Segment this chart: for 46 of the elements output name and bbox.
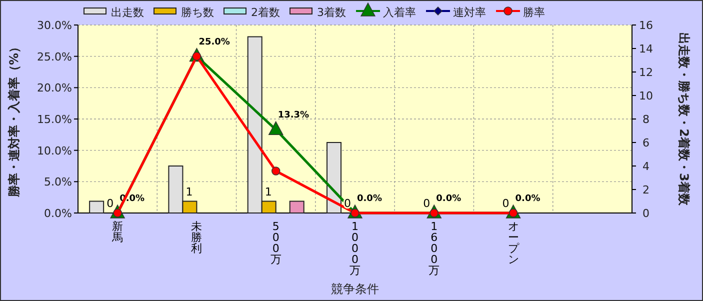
data-label: 1: [264, 185, 272, 198]
y2-tick-label: 14: [639, 42, 653, 56]
legend-label: 2着数: [251, 6, 280, 19]
y2-tick-label: 10: [639, 90, 653, 102]
y-tick-label: 5.0%: [44, 176, 72, 189]
legend-label: 勝率: [523, 6, 545, 19]
y-tick-label: 20.0%: [37, 82, 72, 95]
bar: [89, 200, 104, 214]
point: [268, 121, 284, 136]
y2-axis-title: 出走数・勝ち数・2着数・3着数: [677, 32, 691, 206]
y-tick-label: 15.0%: [37, 113, 72, 126]
y-tick-label: 10.0%: [37, 144, 72, 158]
data-label: 0.0%: [357, 194, 382, 204]
legend-label: 3着数: [317, 6, 346, 19]
legend-label: 連対率: [453, 6, 486, 19]
data-label: 1: [186, 185, 193, 198]
x-tick-label: 500万: [270, 220, 282, 266]
legend-label: 入着率: [383, 6, 416, 19]
data-label: 0.0%: [436, 194, 462, 204]
data-label: 0: [423, 197, 430, 210]
data-label: 25.0%: [198, 37, 230, 48]
y-tick-label: 30.0%: [37, 19, 72, 32]
x-tick-label: 未勝利: [191, 220, 202, 255]
legend-label: 出走数: [111, 6, 144, 19]
x-tick-label: オープン: [508, 220, 520, 266]
point: [272, 166, 280, 176]
y2-tick-label: 0: [642, 207, 650, 220]
y-tick-label: 0.0%: [44, 207, 72, 220]
y2-tick-label: 8: [642, 113, 650, 126]
data-label: 0: [502, 197, 510, 210]
y2-tick-label: 12: [639, 66, 653, 79]
data-label: 0.0%: [515, 194, 540, 204]
x-tick-label: 1000万: [350, 220, 360, 277]
y2-tick-label: 6: [642, 136, 650, 150]
y2-tick-label: 4: [642, 160, 650, 173]
y2-tick-label: 2: [642, 184, 650, 196]
x-tick-label: 新馬: [111, 220, 124, 244]
x-tick-label: 1600万: [428, 220, 440, 277]
data-label: 0: [106, 197, 114, 210]
data-label: 13.3%: [278, 110, 310, 121]
y-axis-title: 勝率・連対率・入着率（%）: [7, 40, 21, 198]
x-axis-title: 競争条件: [331, 282, 379, 296]
y2-tick-label: 16: [639, 19, 653, 32]
bar: [326, 142, 342, 214]
legend-label: 勝ち数: [181, 6, 214, 19]
y-tick-label: 25.0%: [37, 50, 72, 64]
